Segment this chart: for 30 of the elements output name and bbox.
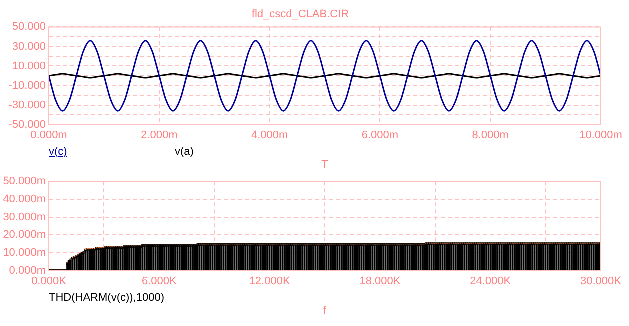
y-tick-label: 10.000m xyxy=(3,246,46,259)
chart-title: fld_cscd_CLAB.CIR xyxy=(252,8,350,21)
y-tick-label: 10.000 xyxy=(12,60,46,72)
x-tick-label: 8.000m xyxy=(472,129,509,142)
text: v(a) xyxy=(175,146,194,158)
x-tick-label: 18.000K xyxy=(360,275,402,288)
series-label: THD(HARM(v(c)),1000) xyxy=(49,292,164,304)
x-tick-label: 6.000m xyxy=(362,129,399,142)
x-tick-label: 6.000K xyxy=(142,275,178,288)
y-tick-label: 30.000 xyxy=(12,40,46,53)
x-tick-label: 10.000m xyxy=(580,129,622,142)
y-tick-label: 50.000m xyxy=(3,176,46,188)
x-tick-label: 2.000m xyxy=(141,129,178,142)
y-tick-label: -30.000 xyxy=(8,99,46,112)
x-tick-label: 0.000m xyxy=(30,129,68,142)
y-tick-label: 0.000m xyxy=(9,264,46,277)
text: v(c) xyxy=(49,146,68,158)
y-tick-label: -50.000 xyxy=(8,118,46,131)
x-tick-label: 0.000K xyxy=(32,275,68,288)
x-axis-title: T xyxy=(320,158,330,172)
y-tick-label: 20.000m xyxy=(3,229,46,242)
x-tick-label: 4.000m xyxy=(251,129,288,142)
x-tick-label: 30.000K xyxy=(580,275,622,288)
y-tick-label: -10.000 xyxy=(8,80,46,92)
x-tick-label: 24.000K xyxy=(470,275,512,288)
x-axis-title: f xyxy=(322,304,328,318)
y-tick-label: 40.000m xyxy=(3,193,46,206)
y-tick-label: 30.000m xyxy=(3,211,46,224)
x-tick-label: 12.000K xyxy=(249,275,291,288)
y-tick-label: 50.000 xyxy=(12,21,46,34)
